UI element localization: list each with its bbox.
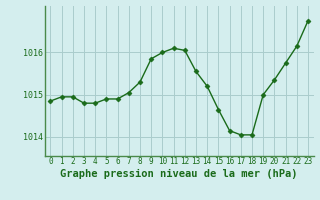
X-axis label: Graphe pression niveau de la mer (hPa): Graphe pression niveau de la mer (hPa): [60, 169, 298, 179]
